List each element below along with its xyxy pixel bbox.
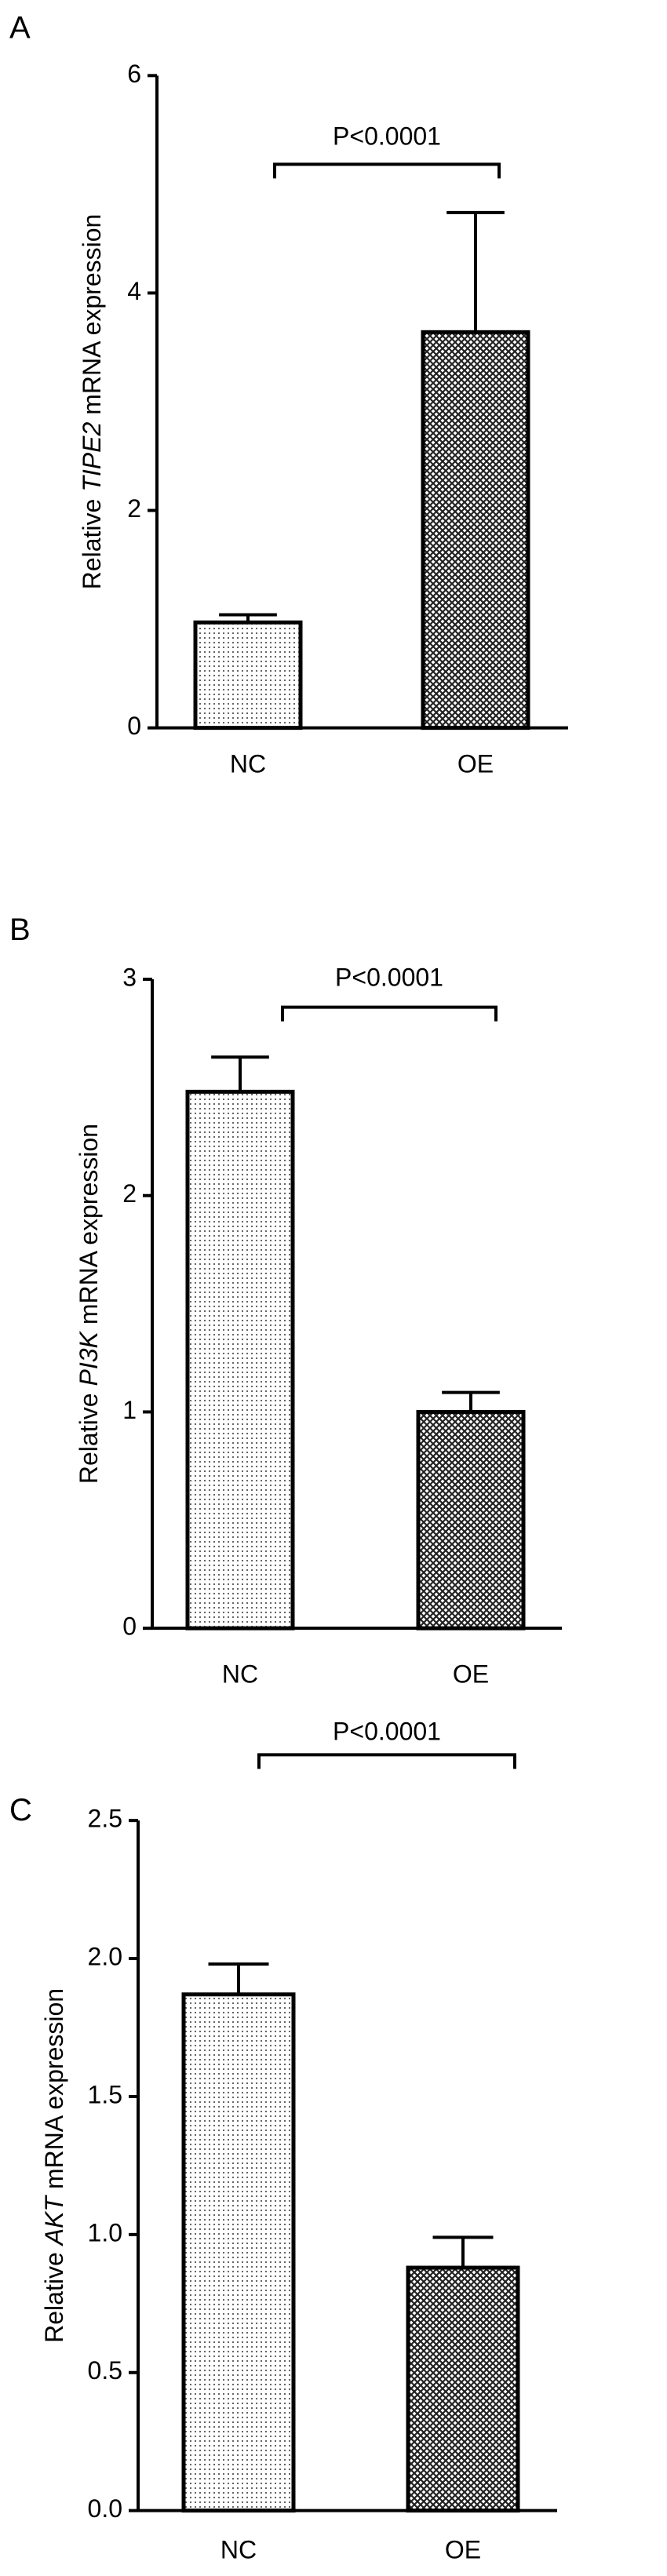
annotation: P<0.0001 bbox=[333, 1718, 441, 1746]
y-tick-label: 0.0 bbox=[88, 2494, 122, 2523]
x-tick-label: NC bbox=[230, 749, 266, 778]
chart-panel: A Relative TIPE2 mRNA expression 0 2 4 6 NC OE P<0… bbox=[9, 10, 568, 778]
y-tick-label: 4 bbox=[127, 277, 141, 305]
panel-label: A bbox=[9, 10, 31, 45]
panel-label: C bbox=[9, 1793, 32, 1827]
y-tick-label: 1.0 bbox=[88, 2218, 122, 2246]
y-axis-label-part: PI3K bbox=[75, 1330, 103, 1386]
y-tick-label: 2 bbox=[122, 1179, 137, 1208]
bar bbox=[181, 1992, 296, 2513]
significance-bracket bbox=[281, 1005, 498, 1022]
error-bar bbox=[432, 2235, 494, 2268]
y-axis-label-part: mRNA expression bbox=[75, 1124, 103, 1324]
y-axis-label: Relative TIPE2 mRNA expression bbox=[78, 214, 106, 590]
panel-label: B bbox=[9, 913, 31, 947]
y-tick-label: 0 bbox=[127, 712, 141, 740]
bar bbox=[193, 620, 303, 731]
x-tick-label: OE bbox=[445, 2535, 481, 2563]
y-tick-label: 0.5 bbox=[88, 2356, 122, 2385]
x-tick-label: NC bbox=[222, 1660, 258, 1688]
x-tick-label: NC bbox=[221, 2535, 257, 2563]
y-axis-label-part: mRNA expression bbox=[78, 214, 106, 415]
annotation: P<0.0001 bbox=[333, 122, 441, 150]
y-tick-label: 1.5 bbox=[88, 2080, 122, 2108]
x-tick-label: OE bbox=[457, 749, 494, 778]
y-axis-label: Relative AKT mRNA expression bbox=[40, 1988, 68, 2343]
bar bbox=[416, 1409, 526, 1630]
y-axis-label: Relative PI3K mRNA expression bbox=[75, 1124, 103, 1484]
y-tick-label: 1 bbox=[122, 1396, 137, 1424]
significance-bracket bbox=[273, 162, 501, 179]
y-axis-label-part: TIPE2 bbox=[78, 422, 106, 492]
bar bbox=[406, 2265, 520, 2513]
y-tick-label: 6 bbox=[127, 60, 141, 88]
significance-bracket bbox=[257, 1753, 516, 1769]
y-tick-label: 0 bbox=[122, 1612, 137, 1641]
y-axis-label-part: Relative bbox=[78, 499, 106, 590]
error-bar bbox=[219, 613, 277, 623]
chart-panel: B Relative PI3K mRNA expression 0 1 2 3 NC OE P<0.… bbox=[9, 913, 562, 1688]
chart-panel: C Relative AKT mRNA expression 0.0 0.5 1.0 1.5 2… bbox=[9, 1718, 557, 2563]
y-axis-label-part: mRNA expression bbox=[40, 1988, 68, 2189]
y-tick-label: 3 bbox=[122, 963, 137, 991]
bar bbox=[421, 330, 530, 731]
y-tick-label: 2.5 bbox=[88, 1805, 122, 1833]
x-tick-label: OE bbox=[453, 1660, 489, 1688]
y-axis-label-part: Relative bbox=[75, 1394, 103, 1485]
annotation: P<0.0001 bbox=[335, 963, 443, 991]
error-bar bbox=[446, 210, 505, 333]
y-tick-label: 2 bbox=[127, 494, 141, 523]
error-bar bbox=[211, 1055, 269, 1092]
y-axis-label-part: Relative bbox=[40, 2252, 68, 2343]
error-bar bbox=[208, 1962, 269, 1995]
error-bar bbox=[442, 1390, 500, 1412]
y-tick-label: 2.0 bbox=[88, 1943, 122, 1971]
y-axis-label-part: AKT bbox=[40, 2195, 68, 2247]
bar bbox=[185, 1089, 295, 1630]
